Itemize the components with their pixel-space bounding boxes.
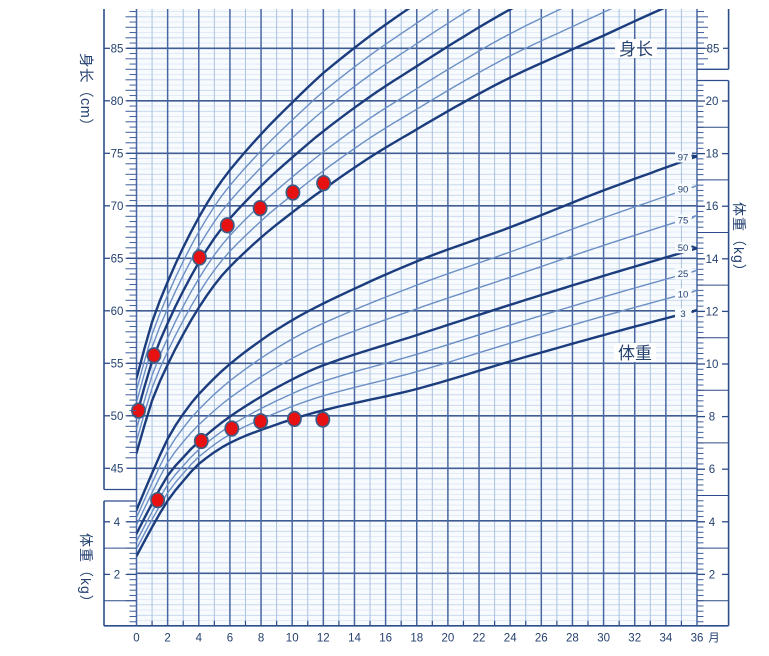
- svg-text:12: 12: [317, 633, 330, 645]
- svg-text:26: 26: [535, 633, 548, 645]
- svg-text:60: 60: [111, 306, 124, 318]
- svg-text:22: 22: [473, 633, 486, 645]
- svg-text:体重: 体重: [618, 344, 652, 363]
- svg-text:2: 2: [709, 569, 715, 581]
- svg-text:97: 97: [678, 152, 689, 163]
- svg-text:18: 18: [410, 633, 423, 645]
- svg-text:70: 70: [111, 201, 124, 213]
- svg-text:75: 75: [111, 148, 124, 160]
- svg-text:45: 45: [111, 463, 124, 475]
- svg-text:2: 2: [114, 569, 120, 581]
- svg-text:34: 34: [660, 633, 673, 645]
- svg-text:14: 14: [706, 254, 719, 266]
- svg-text:50: 50: [678, 243, 689, 254]
- svg-text:体重（kg）: 体重（kg）: [78, 533, 94, 610]
- svg-text:55: 55: [111, 358, 124, 370]
- svg-text:18: 18: [706, 149, 719, 161]
- svg-text:身长: 身长: [619, 40, 653, 59]
- svg-text:65: 65: [111, 253, 124, 265]
- svg-text:16: 16: [379, 633, 392, 645]
- svg-text:10: 10: [706, 359, 719, 371]
- svg-text:6: 6: [709, 464, 715, 476]
- svg-text:4: 4: [114, 517, 121, 529]
- svg-text:4: 4: [709, 517, 716, 529]
- svg-text:10: 10: [678, 289, 689, 300]
- svg-text:32: 32: [628, 633, 641, 645]
- svg-text:4: 4: [196, 633, 203, 645]
- svg-text:16: 16: [706, 201, 719, 213]
- svg-text:体重（kg）: 体重（kg）: [731, 202, 747, 279]
- svg-text:24: 24: [504, 633, 517, 645]
- svg-text:20: 20: [706, 96, 719, 108]
- svg-text:8: 8: [258, 633, 264, 645]
- svg-text:身长（cm）: 身长（cm）: [77, 53, 94, 133]
- svg-text:80: 80: [111, 96, 124, 108]
- svg-text:2: 2: [164, 633, 170, 645]
- svg-text:月: 月: [708, 633, 720, 645]
- svg-text:28: 28: [566, 633, 579, 645]
- svg-text:36: 36: [691, 633, 704, 645]
- svg-text:90: 90: [678, 184, 689, 195]
- svg-text:85: 85: [707, 43, 720, 55]
- svg-text:85: 85: [111, 43, 124, 55]
- svg-text:14: 14: [348, 633, 361, 645]
- svg-text:3: 3: [680, 309, 685, 320]
- svg-text:8: 8: [709, 412, 715, 424]
- svg-text:50: 50: [111, 411, 124, 423]
- svg-text:12: 12: [706, 306, 719, 318]
- svg-text:75: 75: [678, 215, 689, 226]
- svg-text:10: 10: [286, 633, 299, 645]
- svg-text:6: 6: [227, 633, 233, 645]
- svg-text:20: 20: [442, 633, 455, 645]
- svg-text:0: 0: [133, 633, 139, 645]
- svg-text:25: 25: [678, 269, 689, 280]
- svg-text:30: 30: [597, 633, 610, 645]
